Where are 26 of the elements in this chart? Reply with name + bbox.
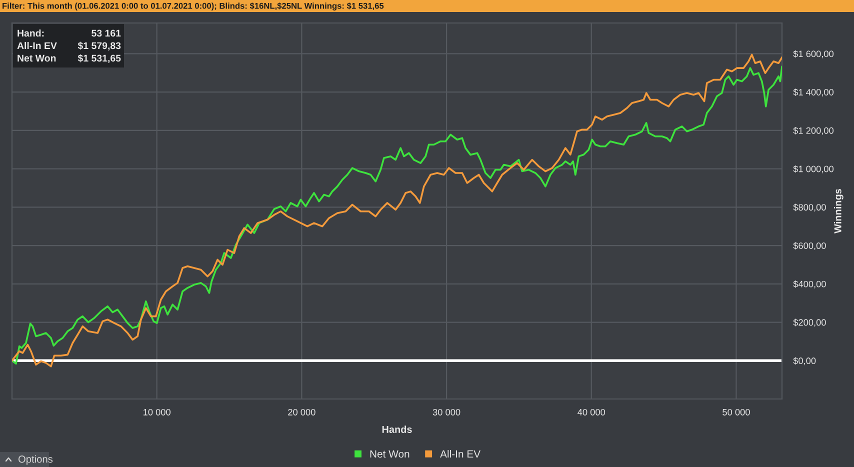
legend-label: All-In EV: [440, 450, 481, 458]
y-tick-label: $400,00: [793, 280, 826, 288]
y-tick-label: $1 000,00: [793, 165, 834, 174]
x-tick-label: 50 000: [722, 408, 750, 416]
annotation: All-In EV: [17, 42, 57, 50]
x-tick-label: 30 000: [432, 408, 460, 416]
annotation: Net Won: [18, 54, 56, 62]
annotation: 53 161: [92, 30, 121, 37]
annotation: $1 579,83: [78, 42, 121, 51]
x-tick-label: 20 000: [288, 408, 316, 416]
y-tick-label: $0,00: [793, 357, 816, 366]
y-tick-label: $1 200,00: [793, 126, 834, 135]
x-tick-label: 10 000: [144, 408, 171, 416]
y-axis-title: Winnings: [834, 188, 844, 234]
annotation: $1 531,65: [78, 54, 121, 64]
y-tick-label: $800,00: [793, 204, 826, 212]
x-axis-title: Hands: [382, 426, 412, 433]
y-tick-label: $200,00: [793, 318, 826, 327]
y-tick-label: $600,00: [793, 242, 826, 250]
y-tick-label: $1 600,00: [793, 50, 834, 58]
y-tick-label: $1 400,00: [793, 88, 834, 97]
annotation: Hand:: [18, 29, 44, 37]
text: Options: [18, 455, 53, 465]
chart-title: Filter: This month (01.06.2021 0:00 to 01.07.2021 0:00); Blinds: $16NL,$25NL Winnings: $1 531,65: [2, 2, 384, 10]
legend-label: Net Won: [370, 450, 410, 458]
x-tick-label: 40 000: [578, 408, 606, 416]
